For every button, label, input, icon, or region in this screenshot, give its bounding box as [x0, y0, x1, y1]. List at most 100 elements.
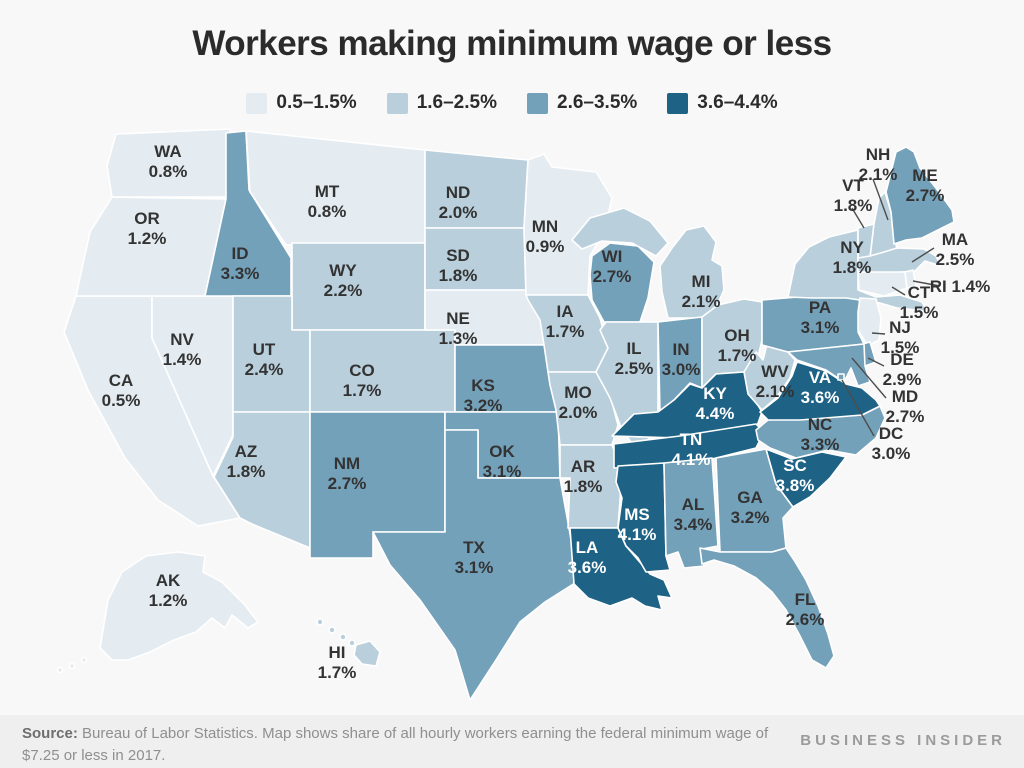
state-label-MD: MD 2.7%: [886, 387, 925, 426]
state-label-KY: KY 4.4%: [696, 384, 735, 423]
state-shape-AK-island: [56, 666, 64, 674]
state-label-ND: ND 2.0%: [439, 183, 478, 222]
state-shape-HI-island: [316, 618, 324, 626]
state-label-AZ: AZ 1.8%: [227, 442, 266, 481]
leader-line-VT: [851, 207, 865, 229]
source-label: Source:: [22, 725, 78, 742]
business-insider-logo: BUSINESS INSIDER: [800, 732, 1006, 749]
leader-line-NJ: [871, 332, 886, 335]
state-label-HI: HI 1.7%: [318, 643, 357, 682]
state-label-TX: TX 3.1%: [455, 538, 494, 577]
state-shape-AK: [99, 551, 259, 661]
state-label-CT: CT 1.5%: [900, 283, 939, 322]
legend-item-1: 1.6–2.5%: [386, 92, 497, 114]
state-label-MT: MT 0.8%: [308, 182, 347, 221]
state-label-IA: IA 1.7%: [546, 302, 585, 341]
leader-line-MD: [851, 357, 887, 399]
leader-line-RI: [912, 280, 941, 287]
state-label-CA: CA 0.5%: [102, 371, 141, 410]
state-shape-OR: [75, 196, 227, 297]
state-label-WY: WY 2.2%: [324, 261, 363, 300]
legend-swatch-1: [386, 92, 408, 114]
state-label-AK: AK 1.2%: [149, 571, 188, 610]
legend: 0.5–1.5% 1.6–2.5% 2.6–3.5% 3.6–4.4%: [0, 92, 1024, 114]
state-label-RI: RI 1.4%: [930, 277, 990, 296]
state-label-LA: LA 3.6%: [568, 538, 607, 577]
state-label-OH: OH 1.7%: [718, 326, 757, 365]
state-shape-DC: [837, 373, 845, 381]
state-shape-MD: [787, 343, 871, 387]
legend-item-2: 2.6–3.5%: [527, 92, 637, 114]
legend-swatch-3: [667, 92, 689, 114]
state-label-TN: TN 4.1%: [672, 430, 711, 469]
state-shape-WI: [589, 242, 655, 323]
state-label-ID: ID 3.3%: [221, 244, 260, 283]
state-shape-ME: [885, 146, 955, 245]
legend-label-3: 3.6–4.4%: [697, 92, 778, 113]
state-label-OR: OR 1.2%: [128, 209, 167, 248]
state-shape-AK-island: [80, 656, 88, 664]
state-label-NV: NV 1.4%: [163, 330, 202, 369]
state-label-KS: KS 3.2%: [464, 376, 503, 415]
state-label-NY: NY 1.8%: [833, 238, 872, 277]
state-shape-AL: [663, 457, 719, 569]
state-shape-CO: [309, 329, 456, 413]
legend-label-2: 2.6–3.5%: [557, 92, 638, 113]
source-text: Bureau of Labor Statistics. Map shows sh…: [22, 725, 769, 764]
leader-lines: [841, 178, 941, 437]
state-label-WI: WI 2.7%: [593, 247, 632, 286]
state-shape-HI-island: [339, 633, 347, 641]
state-shape-CT: [857, 271, 908, 297]
state-label-SC: SC 3.8%: [776, 456, 815, 495]
state-label-GA: GA 3.2%: [731, 488, 770, 527]
leader-line-MA: [911, 247, 935, 263]
state-label-WV: WV 2.1%: [756, 362, 795, 401]
state-label-OK: OK 3.1%: [483, 442, 522, 481]
state-shapes: [56, 128, 955, 701]
state-label-NJ: NJ 1.5%: [881, 318, 920, 357]
leader-line-DC: [841, 379, 875, 437]
leader-line-DE: [867, 357, 885, 367]
state-label-SD: SD 1.8%: [439, 246, 478, 285]
state-label-IN: IN 3.0%: [662, 340, 701, 379]
state-label-ME: ME 2.7%: [906, 166, 945, 205]
state-label-NM: NM 2.7%: [328, 454, 367, 493]
state-label-CO: CO 1.7%: [343, 361, 382, 400]
state-label-IL: IL 2.5%: [615, 339, 654, 378]
state-label-MN: MN 0.9%: [526, 217, 565, 256]
leader-line-CT: [891, 286, 906, 296]
legend-swatch-0: [246, 92, 268, 114]
state-label-DC: DC 3.0%: [872, 424, 911, 463]
state-shape-MI-upper: [571, 207, 669, 257]
page-title: Workers making minimum wage or less: [192, 24, 832, 63]
state-label-MI: MI 2.1%: [682, 272, 721, 311]
state-label-FL: FL 2.6%: [786, 590, 825, 629]
state-shape-HI-island: [348, 639, 356, 647]
state-label-NE: NE 1.3%: [439, 309, 478, 348]
state-labels: WA 0.8% OR 1.2% CA 0.5% NV 1.4% ID 3.3% MT 0.8% WY 2.…: [102, 142, 991, 682]
state-label-AL: AL 3.4%: [674, 495, 713, 534]
leader-line-NH: [872, 178, 889, 221]
state-label-NH: NH 2.1%: [859, 145, 898, 184]
state-shape-TX: [372, 429, 576, 701]
state-label-AR: AR 1.8%: [564, 457, 603, 496]
state-label-WA: WA 0.8%: [149, 142, 188, 181]
state-shape-FL: [699, 547, 835, 669]
legend-swatch-2: [527, 92, 548, 114]
legend-item-0: 0.5–1.5%: [246, 92, 357, 114]
state-label-VA: VA 3.6%: [801, 368, 840, 407]
source-note: Source: Bureau of Labor Statistics. Map …: [22, 723, 802, 767]
state-label-PA: PA 3.1%: [801, 298, 840, 337]
state-shape-VA: [759, 361, 881, 421]
state-shape-HI-bigisland: [353, 640, 381, 667]
state-shape-WA: [106, 128, 234, 198]
legend-label-0: 0.5–1.5%: [276, 92, 357, 113]
legend-item-3: 3.6–4.4%: [667, 92, 778, 114]
state-shape-AK-island: [68, 662, 76, 670]
state-label-VT: VT 1.8%: [834, 176, 873, 215]
state-label-UT: UT 2.4%: [245, 340, 284, 379]
state-shape-RI: [904, 269, 917, 289]
footer: Source: Bureau of Labor Statistics. Map …: [0, 715, 1024, 768]
